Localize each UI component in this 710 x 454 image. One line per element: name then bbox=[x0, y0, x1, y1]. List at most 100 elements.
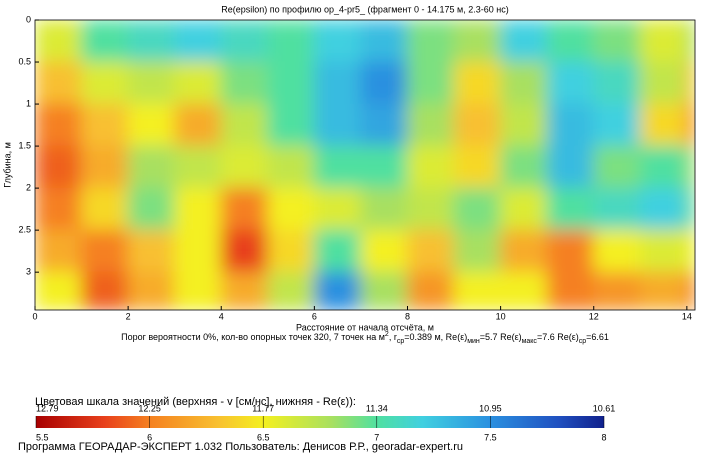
cell bbox=[174, 20, 222, 63]
cell bbox=[686, 20, 695, 63]
cell bbox=[406, 20, 455, 63]
cell bbox=[360, 61, 408, 105]
cell bbox=[313, 271, 362, 310]
x-tick-label: 4 bbox=[219, 311, 224, 321]
cell bbox=[267, 271, 315, 310]
y-tick-label: 2.5 bbox=[18, 225, 31, 235]
cell bbox=[500, 61, 548, 105]
cell bbox=[686, 271, 695, 310]
cell bbox=[546, 61, 595, 105]
x-tick-label: 6 bbox=[312, 311, 317, 321]
cell bbox=[35, 145, 83, 189]
note-part: Порог вероятности 0%, кол-во опорных точ… bbox=[121, 332, 385, 342]
note-part: 2 bbox=[385, 331, 389, 338]
y-tick-label: 1 bbox=[26, 98, 31, 108]
cell bbox=[174, 103, 222, 147]
x-tick-label: 14 bbox=[682, 311, 692, 321]
cell bbox=[593, 229, 641, 273]
cell bbox=[500, 271, 548, 310]
cell bbox=[174, 145, 222, 189]
cell bbox=[81, 145, 129, 189]
cell bbox=[267, 187, 315, 231]
x-tick-label: 10 bbox=[496, 311, 506, 321]
cell bbox=[453, 145, 502, 189]
cell bbox=[639, 61, 688, 105]
note-part: макс bbox=[522, 338, 538, 345]
cell bbox=[500, 187, 548, 231]
note-part: =0.389 м, Re(ε) bbox=[404, 332, 467, 342]
y-tick-label: 3 bbox=[26, 267, 31, 277]
cell bbox=[313, 103, 362, 147]
cells bbox=[35, 20, 695, 310]
cell bbox=[174, 187, 222, 231]
note-part: =7.6 Re(ε) bbox=[537, 332, 579, 342]
cell bbox=[267, 145, 315, 189]
y-tick-label: 0.5 bbox=[18, 56, 31, 66]
cell bbox=[267, 20, 315, 63]
cell bbox=[127, 229, 176, 273]
x-tick-label: 0 bbox=[32, 311, 37, 321]
cell bbox=[35, 20, 83, 63]
cell bbox=[81, 61, 129, 105]
cell bbox=[220, 271, 269, 310]
x-tick-label: 12 bbox=[589, 311, 599, 321]
cell bbox=[686, 145, 695, 189]
cell bbox=[313, 20, 362, 63]
cell bbox=[686, 187, 695, 231]
y-axis-label: Глубина, м bbox=[2, 142, 12, 188]
cell bbox=[220, 61, 269, 105]
cell bbox=[593, 187, 641, 231]
cell bbox=[127, 20, 176, 63]
cell bbox=[35, 103, 83, 147]
cell bbox=[174, 229, 222, 273]
cell bbox=[81, 103, 129, 147]
cell bbox=[81, 229, 129, 273]
cell bbox=[360, 20, 408, 63]
note-part: мин bbox=[467, 338, 480, 345]
cell bbox=[127, 103, 176, 147]
cell bbox=[453, 229, 502, 273]
cell bbox=[360, 229, 408, 273]
cell bbox=[546, 145, 595, 189]
cell bbox=[360, 187, 408, 231]
colorbar-top-label: 12.79 bbox=[36, 403, 59, 413]
cell bbox=[35, 229, 83, 273]
cell bbox=[593, 20, 641, 63]
cell bbox=[127, 61, 176, 105]
colorbar-label: 5.5 bbox=[36, 432, 49, 442]
cell bbox=[546, 187, 595, 231]
note-part: ср bbox=[397, 338, 405, 345]
cell bbox=[639, 271, 688, 310]
y-tick-label: 1.5 bbox=[18, 140, 31, 150]
cell bbox=[639, 145, 688, 189]
cell bbox=[127, 187, 176, 231]
chart-title: Re(epsilon) по профилю op_4-pr5_ (фрагме… bbox=[221, 4, 508, 14]
note-part: , r bbox=[389, 332, 397, 342]
cell bbox=[453, 187, 502, 231]
cell bbox=[267, 103, 315, 147]
cell bbox=[593, 145, 641, 189]
cell bbox=[360, 103, 408, 147]
heatmap bbox=[35, 20, 695, 310]
cell bbox=[313, 61, 362, 105]
cell bbox=[453, 271, 502, 310]
cell bbox=[81, 187, 129, 231]
cell bbox=[453, 20, 502, 63]
cell bbox=[500, 145, 548, 189]
cell bbox=[500, 20, 548, 63]
colorbar-top-label: 10.95 bbox=[479, 403, 502, 413]
cell bbox=[267, 61, 315, 105]
cell bbox=[686, 103, 695, 147]
x-tick-label: 2 bbox=[126, 311, 131, 321]
cell bbox=[127, 271, 176, 310]
note-part: ср bbox=[579, 338, 587, 345]
cell bbox=[406, 271, 455, 310]
cell bbox=[546, 271, 595, 310]
colorbar-top-label: 11.77 bbox=[252, 403, 274, 413]
cell bbox=[267, 229, 315, 273]
cell bbox=[686, 229, 695, 273]
cell bbox=[360, 145, 408, 189]
cell bbox=[360, 271, 408, 310]
cell bbox=[81, 271, 129, 310]
